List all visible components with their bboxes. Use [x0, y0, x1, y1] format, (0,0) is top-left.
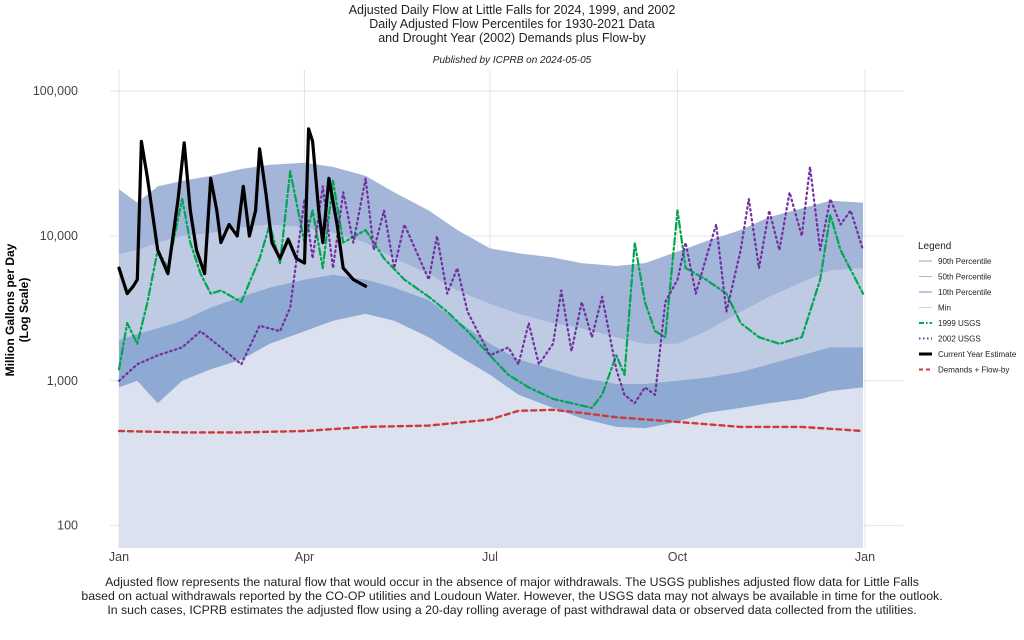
- chart-title-line-3: and Drought Year (2002) Demands plus Flo…: [378, 31, 646, 45]
- caption-line-3: In such cases, ICPRB estimates the adjus…: [107, 603, 917, 617]
- line-2002-usgs: [117, 165, 865, 405]
- x-tick-label: Apr: [295, 550, 314, 564]
- line-1999-usgs: [117, 170, 865, 409]
- legend: Legend 90th Percentile 50th Percentile 10t…: [918, 241, 1017, 375]
- legend-item-label: Min: [938, 304, 951, 313]
- series-lines: [117, 127, 865, 434]
- y-tick-label: 100: [57, 519, 78, 533]
- legend-item-label: Current Year Estimate: [938, 350, 1017, 359]
- axes: 100 1,000 10,000 100,000 Jan Apr Jul Oct Jan: [33, 84, 875, 564]
- chart-title-line-1: Adjusted Daily Flow at Little Falls for …: [348, 3, 676, 17]
- flow-chart: 100 1,000 10,000 100,000 Jan Apr Jul Oct Jan Mil…: [3, 70, 1017, 564]
- chart-title-line-2: Daily Adjusted Flow Percentiles for 1930…: [369, 17, 655, 31]
- x-tick-label: Jul: [482, 550, 498, 564]
- chart-subtitle: Published by ICPRB on 2024-05-05: [432, 55, 592, 66]
- legend-item-label: 90th Percentile: [938, 257, 992, 266]
- band-min: [119, 313, 863, 548]
- caption-line-2: based on actual withdrawals reported by …: [81, 589, 943, 603]
- legend-item-label: 50th Percentile: [938, 273, 992, 282]
- caption-line-1: Adjusted flow represents the natural flo…: [105, 575, 919, 589]
- y-tick-label: 100,000: [33, 84, 78, 98]
- legend-item-label: 2002 USGS: [938, 335, 981, 344]
- x-tick-label: Jan: [109, 550, 129, 564]
- line-demands-flow-by: [117, 408, 865, 434]
- legend-item-label: Demands + Flow-by: [938, 366, 1009, 375]
- x-tick-label: Jan: [855, 550, 875, 564]
- caption: Adjusted flow represents the natural flo…: [40, 575, 984, 617]
- legend-title: Legend: [918, 241, 951, 252]
- y-tick-label: 1,000: [47, 374, 78, 388]
- y-axis-label-line-1: Million Gallons per Day: [3, 243, 17, 376]
- legend-item-label: 10th Percentile: [938, 288, 992, 297]
- legend-item-label: 1999 USGS: [938, 319, 981, 328]
- y-tick-label: 10,000: [40, 229, 78, 243]
- x-tick-label: Oct: [668, 550, 688, 564]
- line-current-year-estimate: [117, 127, 368, 296]
- y-axis-label-line-2: (Log Scale): [17, 278, 31, 343]
